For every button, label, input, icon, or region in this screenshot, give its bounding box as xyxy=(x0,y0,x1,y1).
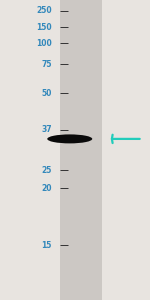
Text: 150: 150 xyxy=(36,22,52,32)
Text: 37: 37 xyxy=(41,125,52,134)
Bar xyxy=(60,0,102,300)
Text: 250: 250 xyxy=(36,6,52,15)
Text: 15: 15 xyxy=(41,241,52,250)
Text: 25: 25 xyxy=(41,166,52,175)
Text: 20: 20 xyxy=(41,184,52,193)
Text: 75: 75 xyxy=(41,60,52,69)
Ellipse shape xyxy=(47,134,92,143)
Text: 50: 50 xyxy=(41,88,52,98)
Text: 100: 100 xyxy=(36,39,52,48)
